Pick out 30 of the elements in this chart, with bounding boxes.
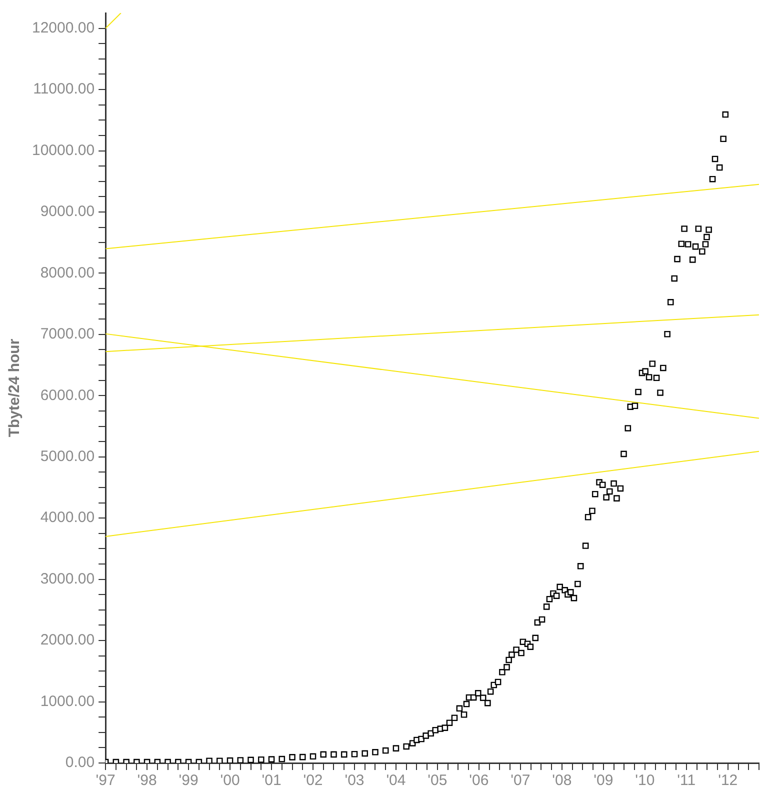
- x-tick-label: '00: [220, 772, 240, 790]
- y-tick-label: 12000.00: [32, 19, 95, 36]
- y-tick-label: 6000.00: [40, 386, 95, 404]
- x-tick-label: '11: [677, 772, 696, 790]
- y-tick-label: 2000.00: [40, 632, 95, 649]
- y-tick-label: 8000.00: [40, 264, 95, 282]
- y-tick-label: 5000.00: [40, 448, 95, 466]
- y-tick-label: 4000.00: [40, 509, 95, 526]
- y-tick-label: 0.00: [65, 754, 95, 772]
- x-tick-label: '98: [137, 772, 157, 790]
- y-tick-label: 3000.00: [40, 570, 95, 588]
- x-tick-label: '09: [594, 772, 614, 790]
- x-tick-label: '10: [635, 772, 655, 790]
- x-tick-label: '12: [718, 772, 738, 790]
- y-tick-label: 1000.00: [40, 692, 95, 710]
- y-axis-title: Tbyte/24 hour: [6, 338, 24, 438]
- x-tick-label: '03: [344, 772, 364, 790]
- x-tick-label: '04: [386, 772, 406, 790]
- x-tick-label: '97: [96, 772, 116, 790]
- x-tick-label: '02: [303, 772, 323, 790]
- x-tick-label: '06: [469, 772, 489, 790]
- x-tick-label: '99: [178, 772, 198, 790]
- x-tick-label: '05: [428, 772, 448, 790]
- x-tick-label: '08: [552, 772, 572, 790]
- y-tick-label: 11000.00: [33, 80, 95, 98]
- y-tick-label: 10000.00: [32, 142, 95, 159]
- y-tick-label: 9000.00: [40, 203, 95, 220]
- y-tick-label: 7000.00: [40, 326, 95, 343]
- x-tick-label: '01: [262, 772, 282, 790]
- x-tick-label: '07: [510, 772, 530, 790]
